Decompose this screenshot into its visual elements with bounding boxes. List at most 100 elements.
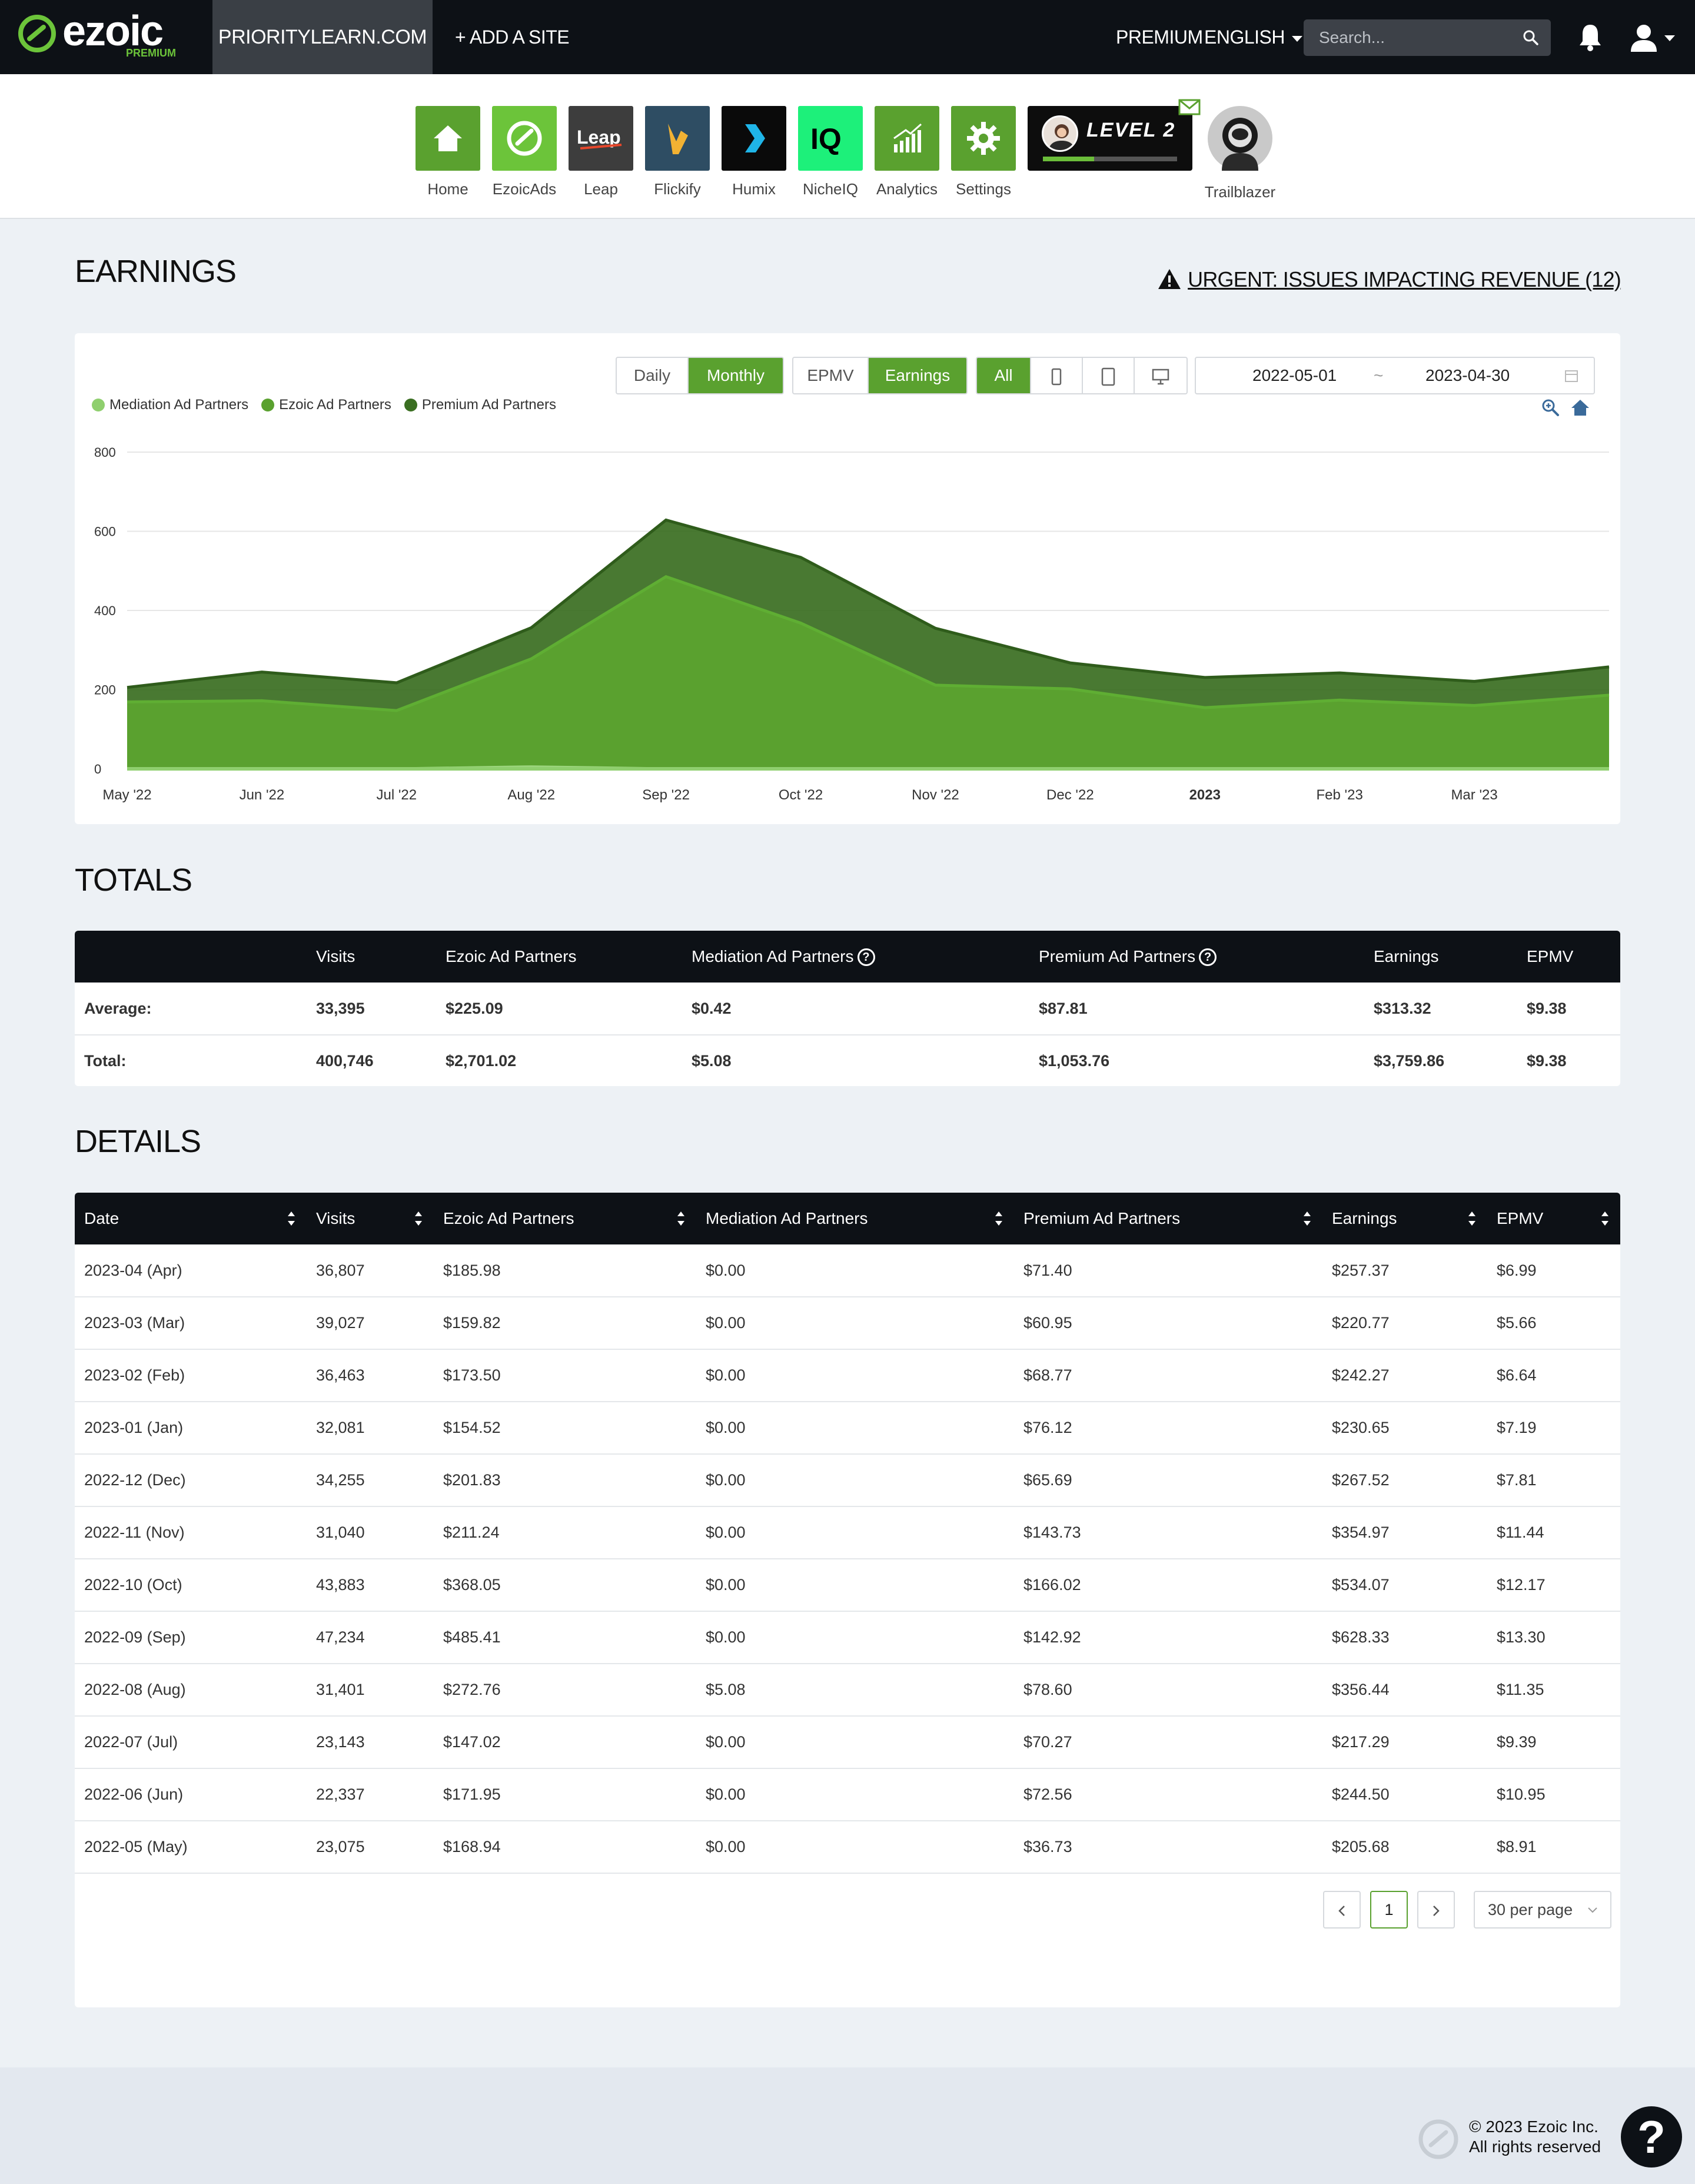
help-button[interactable]: ? <box>1621 2106 1682 2168</box>
details-header-row: Date Visits Ezoic Ad Partners Mediation Ad … <box>75 1193 1620 1244</box>
desktop-device-button[interactable] <box>1135 358 1186 393</box>
totals-header: Ezoic Ad Partners <box>436 931 682 983</box>
help-icon[interactable]: ? <box>857 948 875 967</box>
table-cell: $11.44 <box>1487 1506 1620 1559</box>
details-header-label: Ezoic Ad Partners <box>443 1209 574 1227</box>
table-cell: $13.30 <box>1487 1611 1620 1664</box>
premium-link[interactable]: PREMIUM <box>1116 26 1203 48</box>
app-analytics[interactable]: Analytics <box>875 106 939 198</box>
desktop-icon <box>1152 369 1169 384</box>
bell-icon[interactable] <box>1577 22 1603 52</box>
app-nicheiq[interactable]: IQ NicheIQ <box>798 106 863 198</box>
search-placeholder: Search... <box>1319 28 1385 47</box>
language-dropdown[interactable]: ENGLISH <box>1204 0 1302 74</box>
table-cell: 22,337 <box>307 1768 434 1821</box>
epmv-button[interactable]: EPMV <box>793 358 869 393</box>
details-header-label: Earnings <box>1332 1209 1397 1227</box>
monthly-button[interactable]: Monthly <box>689 358 783 393</box>
per-page-select[interactable]: 30 per page <box>1474 1891 1611 1929</box>
table-cell: $71.40 <box>1014 1244 1322 1297</box>
legend-mediation[interactable]: Mediation Ad Partners <box>92 397 248 413</box>
level-progress-bar <box>1043 157 1177 161</box>
table-cell: 31,401 <box>307 1664 434 1717</box>
x-tick-label: Jul '22 <box>377 787 417 803</box>
y-tick-label: 400 <box>94 603 116 618</box>
x-tick-label: Dec '22 <box>1046 787 1094 803</box>
table-cell: $242.27 <box>1322 1349 1487 1402</box>
warning-icon <box>1158 269 1181 289</box>
totals-header: Visits <box>307 931 436 983</box>
sort-icon[interactable] <box>676 1209 686 1228</box>
reset-zoom-home-icon[interactable] <box>1570 398 1590 417</box>
legend-label: Mediation Ad Partners <box>109 397 249 413</box>
app-settings[interactable]: Settings <box>951 106 1016 198</box>
date-range-picker[interactable]: 2022-05-01 ~ 2023-04-30 <box>1195 357 1595 394</box>
sort-icon[interactable] <box>1600 1209 1610 1228</box>
table-cell: $0.42 <box>682 983 1029 1035</box>
zoom-icon[interactable] <box>1541 398 1560 417</box>
prev-page-button[interactable] <box>1323 1891 1361 1929</box>
legend-swatch <box>404 399 417 411</box>
sort-icon[interactable] <box>1302 1209 1312 1228</box>
add-site-link[interactable]: + ADD A SITE <box>455 26 570 48</box>
table-cell: $354.97 <box>1322 1506 1487 1559</box>
sort-icon[interactable] <box>287 1209 296 1228</box>
level-badge[interactable]: LEVEL 2 <box>1028 106 1192 171</box>
legend-ezoic[interactable]: Ezoic Ad Partners <box>261 397 391 413</box>
device-all-button[interactable]: All <box>977 358 1031 393</box>
details-header-earnings[interactable]: Earnings <box>1322 1193 1487 1244</box>
table-cell: Average: <box>75 983 307 1035</box>
details-header-label: Date <box>84 1209 119 1227</box>
user-menu[interactable] <box>1629 24 1676 52</box>
tablet-device-button[interactable] <box>1083 358 1135 393</box>
sort-icon[interactable] <box>994 1209 1003 1228</box>
chevron-left-icon <box>1338 1905 1345 1916</box>
next-page-button[interactable] <box>1417 1891 1455 1929</box>
chevron-down-icon <box>1588 1907 1597 1913</box>
app-flickify[interactable]: Flickify <box>645 106 710 198</box>
earnings-button[interactable]: Earnings <box>869 358 966 393</box>
search-input[interactable]: Search... <box>1304 19 1551 56</box>
app-home[interactable]: Home <box>416 106 480 198</box>
search-icon[interactable] <box>1523 29 1539 46</box>
chevron-right-icon <box>1433 1905 1440 1916</box>
astronaut-icon <box>1208 106 1272 171</box>
ezoicads-icon <box>492 106 557 171</box>
table-row: 2022-12 (Dec) 34,255 $201.83 $0.00 $65.69 $26… <box>75 1454 1620 1507</box>
table-cell: $166.02 <box>1014 1559 1322 1612</box>
help-icon[interactable]: ? <box>1199 948 1217 967</box>
site-selector[interactable]: PRIORITYLEARN.COM <box>212 0 433 74</box>
app-humix[interactable]: Humix <box>722 106 786 198</box>
urgent-issues-link[interactable]: URGENT: ISSUES IMPACTING REVENUE (12) <box>1157 267 1621 292</box>
legend-premium[interactable]: Premium Ad Partners <box>404 397 556 413</box>
series-line-premium-ad-partners <box>127 518 1610 689</box>
table-row: 2022-07 (Jul) 23,143 $147.02 $0.00 $70.27 $21… <box>75 1716 1620 1769</box>
mobile-device-button[interactable] <box>1031 358 1083 393</box>
sort-icon[interactable] <box>1467 1209 1477 1228</box>
table-cell: $87.81 <box>1029 983 1364 1035</box>
app-ezoicads[interactable]: EzoicAds <box>492 106 557 198</box>
table-cell: $159.82 <box>434 1297 696 1350</box>
details-header-visits[interactable]: Visits <box>307 1193 434 1244</box>
daily-button[interactable]: Daily <box>617 358 689 393</box>
app-leap[interactable]: Leap Leap <box>569 106 633 198</box>
app-trailblazer[interactable]: Trailblazer <box>1205 106 1275 201</box>
page-1-button[interactable]: 1 <box>1370 1891 1408 1929</box>
table-cell: $173.50 <box>434 1349 696 1402</box>
table-cell: 32,081 <box>307 1402 434 1455</box>
x-tick-label: Sep '22 <box>642 787 690 803</box>
details-header-ezoic-ad-partners[interactable]: Ezoic Ad Partners <box>434 1193 696 1244</box>
table-cell: 2023-04 (Apr) <box>75 1244 307 1297</box>
details-header-date[interactable]: Date <box>75 1193 307 1244</box>
details-header-epmv[interactable]: EPMV <box>1487 1193 1620 1244</box>
x-tick-label: 2023 <box>1189 787 1221 803</box>
logo-text: ezoic <box>62 8 164 55</box>
humix-icon <box>722 106 786 171</box>
sort-icon[interactable] <box>414 1209 423 1228</box>
table-cell: 33,395 <box>307 983 436 1035</box>
mail-icon[interactable] <box>1178 99 1201 115</box>
table-cell: $211.24 <box>434 1506 696 1559</box>
details-header-mediation-ad-partners[interactable]: Mediation Ad Partners <box>696 1193 1014 1244</box>
ezoic-logo[interactable]: ezoic PREMIUM <box>16 8 193 64</box>
details-header-premium-ad-partners[interactable]: Premium Ad Partners <box>1014 1193 1322 1244</box>
